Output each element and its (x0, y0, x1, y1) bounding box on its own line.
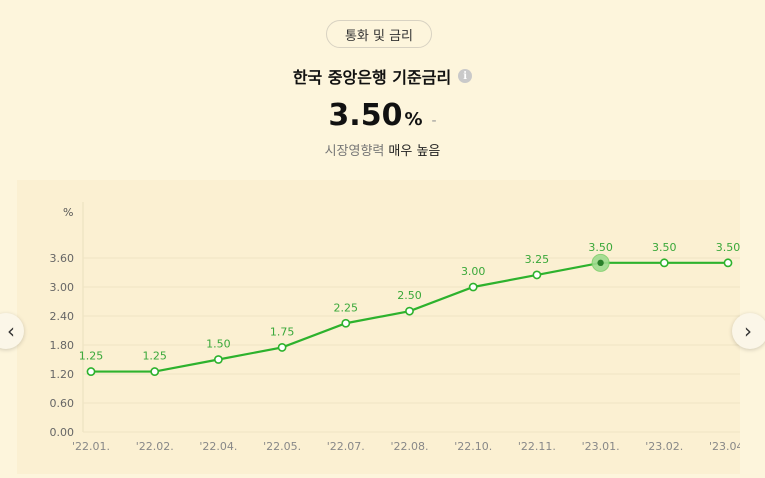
x-tick-label: '22.04. (199, 440, 237, 453)
y-tick-labels: 0.00 0.60 1.20 1.80 2.40 3.00 3.60 (50, 252, 75, 439)
data-label: 3.50 (716, 241, 740, 254)
indicator-value: 3.50 (328, 98, 403, 133)
data-label: 3.50 (652, 241, 677, 254)
indicator-value-row: 3.50 % - (0, 98, 765, 138)
data-label: 1.75 (270, 325, 295, 338)
influence-label: 시장영향력 (324, 144, 385, 159)
data-label: 3.50 (588, 241, 613, 254)
data-label: 1.25 (79, 350, 104, 363)
data-point[interactable] (468, 282, 478, 292)
data-point[interactable] (532, 270, 542, 280)
data-point[interactable] (341, 318, 351, 328)
data-label: 2.50 (397, 289, 422, 302)
indicator-title: 한국 중앙은행 기준금리 (292, 68, 452, 87)
y-tick-label: 2.40 (50, 310, 75, 323)
x-tick-label: '22.11. (518, 440, 556, 453)
rate-line-chart: 0.000.601.201.802.403.003.60 '22.01. '22.… (50, 202, 747, 453)
x-tick-label: '23.02. (645, 440, 683, 453)
data-point[interactable] (213, 355, 223, 364)
y-tick-label: 1.20 (50, 368, 75, 381)
grid-layer (82, 202, 740, 433)
category-pill[interactable]: 통화 및 금리 (326, 20, 432, 48)
data-point[interactable] (86, 367, 96, 376)
data-label: 1.25 (142, 350, 167, 363)
chevron-right-icon: › (744, 319, 752, 343)
x-tick-labels: '22.01. '22.02. '22.04. '22.05. '22.07. '22.0… (72, 440, 747, 453)
indicator-title-row: 한국 중앙은행 기준금리 i (0, 64, 765, 88)
x-tick-label: '23.04. (709, 440, 740, 453)
data-label: 3.25 (525, 253, 550, 266)
y-tick-label: 3.60 (50, 252, 75, 265)
data-point-layer (86, 253, 733, 376)
indicator-change: - (431, 113, 437, 129)
chevron-left-icon: ‹ (7, 319, 15, 343)
indicator-unit: % (404, 109, 423, 130)
y-tick-label: 1.80 (50, 339, 75, 352)
influence-value: 매우 높음 (388, 144, 441, 159)
data-point[interactable] (405, 306, 414, 316)
data-point[interactable] (659, 258, 669, 268)
next-chart-button[interactable]: › (732, 313, 765, 349)
data-point[interactable] (150, 367, 160, 376)
data-label: 2.25 (334, 301, 359, 314)
x-tick-label: '22.05. (263, 440, 301, 453)
series-line (91, 261, 728, 373)
y-tick-label: 3.00 (50, 281, 75, 294)
data-label: 3.00 (461, 265, 486, 278)
x-tick-label: '22.10. (454, 440, 492, 453)
data-point-selected[interactable] (597, 259, 604, 267)
series-line-layer (91, 261, 728, 373)
x-tick-label: '22.02. (136, 440, 174, 453)
data-label: 1.50 (206, 338, 231, 351)
y-tick-label: 0.00 (50, 426, 75, 439)
y-tick-label: 0.60 (50, 397, 75, 410)
x-tick-label: '22.08. (390, 440, 428, 453)
data-point[interactable] (723, 258, 733, 268)
category-pill-label: 통화 및 금리 (344, 28, 414, 44)
y-axis-unit: % (63, 206, 73, 219)
chart-panel: 0.00 0.60 1.20 1.80 2.40 3.00 3.60 '22.01. '22.… (17, 180, 747, 474)
info-icon[interactable]: i (458, 69, 473, 83)
x-tick-label: '23.01. (582, 440, 620, 453)
data-label-layer: 1.25 1.25 1.50 1.75 2.25 2.50 3.00 3.25 3.50 3.50… (79, 241, 741, 363)
market-influence: 시장영향력 매우 높음 (0, 140, 765, 160)
x-tick-label: '22.07. (327, 440, 365, 453)
data-point[interactable] (277, 343, 287, 352)
x-tick-label: '22.01. (72, 440, 110, 453)
